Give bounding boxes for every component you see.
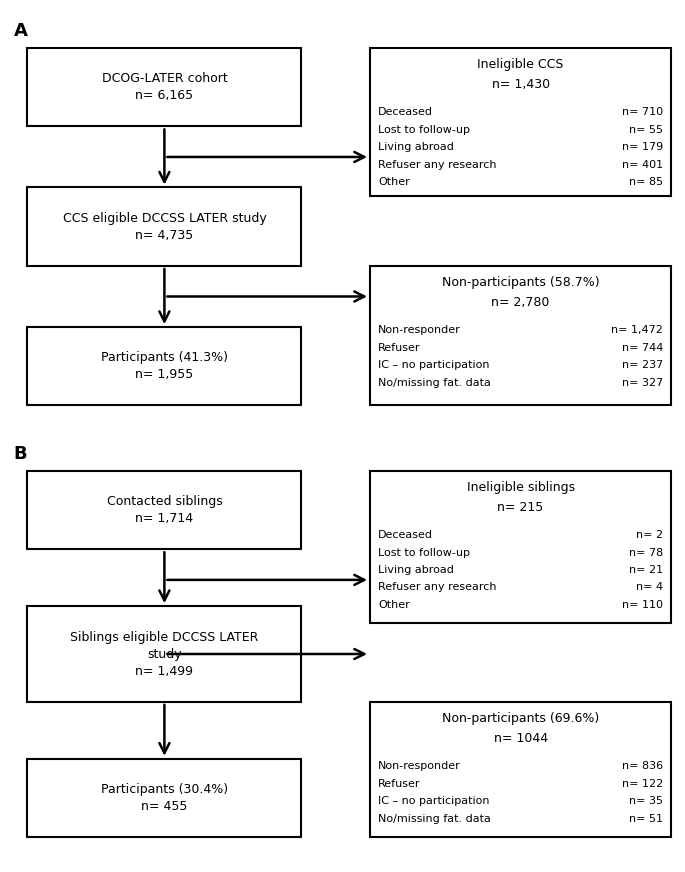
Text: Other: Other bbox=[378, 177, 410, 187]
Text: n= 85: n= 85 bbox=[629, 177, 663, 187]
Text: n= 55: n= 55 bbox=[629, 125, 663, 134]
Text: Ineligible siblings: Ineligible siblings bbox=[466, 481, 575, 494]
Text: Deceased: Deceased bbox=[378, 530, 433, 540]
Text: Non-participants (69.6%): Non-participants (69.6%) bbox=[442, 712, 599, 726]
Text: No/missing fat. data: No/missing fat. data bbox=[378, 378, 491, 387]
Bar bbox=[27, 471, 301, 549]
Text: Participants (41.3%)
n= 1,955: Participants (41.3%) n= 1,955 bbox=[101, 351, 228, 381]
Text: CCS eligible DCCSS LATER study
n= 4,735: CCS eligible DCCSS LATER study n= 4,735 bbox=[62, 212, 266, 242]
Text: n= 179: n= 179 bbox=[622, 142, 663, 152]
Text: Refuser: Refuser bbox=[378, 779, 421, 788]
Text: Lost to follow-up: Lost to follow-up bbox=[378, 125, 470, 134]
Text: n= 4: n= 4 bbox=[636, 582, 663, 592]
Text: n= 710: n= 710 bbox=[622, 107, 663, 117]
Bar bbox=[27, 759, 301, 837]
Bar bbox=[27, 327, 301, 405]
Bar bbox=[370, 702, 671, 837]
Text: DCOG-LATER cohort
n= 6,165: DCOG-LATER cohort n= 6,165 bbox=[101, 72, 227, 102]
Text: IC – no participation: IC – no participation bbox=[378, 360, 490, 370]
Text: n= 327: n= 327 bbox=[622, 378, 663, 387]
Text: Lost to follow-up: Lost to follow-up bbox=[378, 548, 470, 557]
Text: n= 35: n= 35 bbox=[629, 796, 663, 806]
Text: A: A bbox=[14, 22, 27, 40]
Bar bbox=[27, 606, 301, 702]
Text: Non-responder: Non-responder bbox=[378, 761, 461, 771]
Text: n= 78: n= 78 bbox=[629, 548, 663, 557]
Text: IC – no participation: IC – no participation bbox=[378, 796, 490, 806]
Text: Non-responder: Non-responder bbox=[378, 325, 461, 335]
Text: Non-participants (58.7%): Non-participants (58.7%) bbox=[442, 276, 599, 290]
Text: Contacted siblings
n= 1,714: Contacted siblings n= 1,714 bbox=[107, 495, 222, 525]
Text: n= 744: n= 744 bbox=[622, 343, 663, 352]
Text: n= 110: n= 110 bbox=[622, 600, 663, 610]
Text: n= 1,472: n= 1,472 bbox=[611, 325, 663, 335]
Text: Other: Other bbox=[378, 600, 410, 610]
Text: Ineligible CCS: Ineligible CCS bbox=[477, 58, 564, 72]
Bar bbox=[370, 266, 671, 405]
Text: No/missing fat. data: No/missing fat. data bbox=[378, 814, 491, 823]
Text: n= 237: n= 237 bbox=[622, 360, 663, 370]
Bar bbox=[370, 48, 671, 196]
Bar bbox=[27, 48, 301, 126]
Text: n= 1,430: n= 1,430 bbox=[492, 78, 549, 91]
Text: Living abroad: Living abroad bbox=[378, 565, 454, 575]
Text: Refuser: Refuser bbox=[378, 343, 421, 352]
Text: n= 51: n= 51 bbox=[629, 814, 663, 823]
Text: Refuser any research: Refuser any research bbox=[378, 582, 497, 592]
Text: n= 836: n= 836 bbox=[622, 761, 663, 771]
Text: Siblings eligible DCCSS LATER
study
n= 1,499: Siblings eligible DCCSS LATER study n= 1… bbox=[71, 630, 258, 678]
Text: n= 21: n= 21 bbox=[629, 565, 663, 575]
Text: n= 1044: n= 1044 bbox=[493, 732, 548, 745]
Text: Living abroad: Living abroad bbox=[378, 142, 454, 152]
Text: n= 2,780: n= 2,780 bbox=[491, 296, 550, 309]
Text: Participants (30.4%)
n= 455: Participants (30.4%) n= 455 bbox=[101, 783, 228, 813]
Bar bbox=[370, 471, 671, 623]
Text: B: B bbox=[14, 445, 27, 463]
Bar bbox=[27, 187, 301, 266]
Text: n= 215: n= 215 bbox=[497, 501, 544, 514]
Text: n= 401: n= 401 bbox=[622, 160, 663, 169]
Text: Deceased: Deceased bbox=[378, 107, 433, 117]
Text: Refuser any research: Refuser any research bbox=[378, 160, 497, 169]
Text: n= 122: n= 122 bbox=[622, 779, 663, 788]
Text: n= 2: n= 2 bbox=[636, 530, 663, 540]
